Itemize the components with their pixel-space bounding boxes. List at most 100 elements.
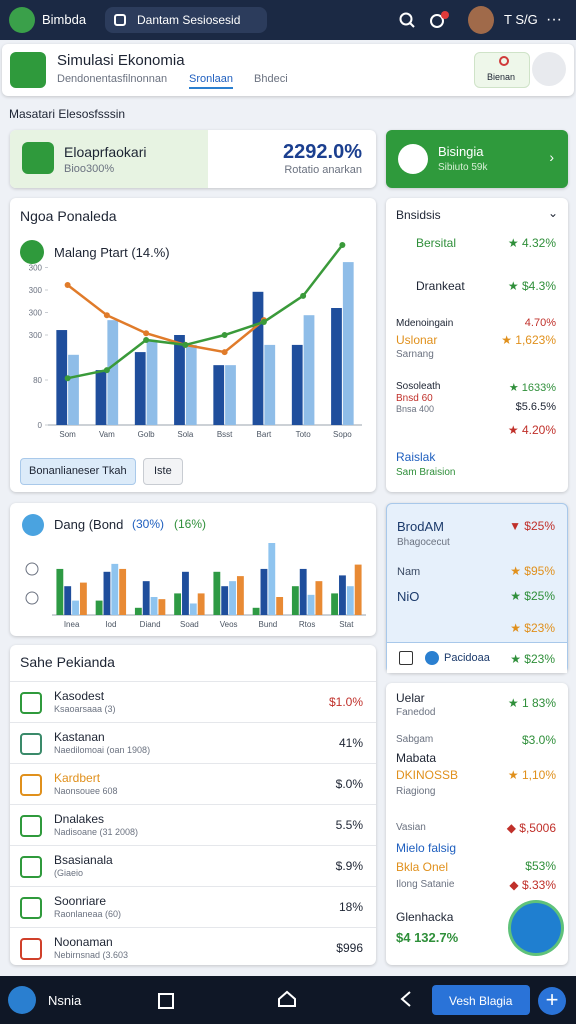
bar bbox=[103, 571, 111, 615]
app-name: Bimbda bbox=[42, 12, 87, 27]
list-note: Riagiong bbox=[396, 786, 436, 797]
search-icon[interactable] bbox=[398, 11, 416, 29]
promo-card[interactable]: Bisingia Sibiuto 59k › bbox=[386, 130, 568, 188]
line-point bbox=[143, 330, 150, 337]
action-button[interactable]: Bienan bbox=[474, 52, 530, 88]
list-value: $53% bbox=[525, 859, 556, 873]
row-value: ★ 4.32% bbox=[507, 236, 556, 250]
recent-button[interactable] bbox=[158, 993, 174, 1009]
tab[interactable]: Bhdeci bbox=[254, 73, 288, 85]
tab[interactable]: Dendonentasfilnonnan bbox=[57, 73, 168, 85]
table-row: Soonriare Raonlaneaa (60) 18% bbox=[10, 886, 376, 927]
focus-value: ★ $23% bbox=[510, 621, 555, 635]
table-row: Kasodest Ksaoarsaaa (3) $1.0% bbox=[10, 681, 376, 722]
focus-label: NiO bbox=[397, 589, 420, 604]
y-tick-label: 300 bbox=[29, 309, 43, 318]
bar bbox=[303, 315, 315, 425]
promo-icon bbox=[398, 144, 428, 174]
bar bbox=[331, 308, 342, 425]
row-icon bbox=[20, 692, 42, 714]
logo[interactable] bbox=[9, 7, 35, 33]
notification-icon[interactable] bbox=[428, 10, 450, 30]
line-point bbox=[339, 242, 346, 248]
row-value: 4.70% bbox=[524, 317, 556, 329]
bar bbox=[119, 568, 127, 615]
insights-card: Bnsidsis ⌄ Bersital ★ 4.32% Drankeat ★ $… bbox=[386, 198, 568, 492]
bottom-nav: Nsnia Vesh Blagia + bbox=[0, 976, 576, 1024]
bar bbox=[174, 593, 182, 615]
home-button[interactable] bbox=[8, 986, 36, 1014]
list-label: Glenhacka bbox=[396, 910, 454, 924]
row-name: Dnalakes bbox=[54, 812, 105, 826]
focus-footer[interactable]: Pacidoaa ★ $23% bbox=[387, 642, 567, 673]
row-label: Drankeat bbox=[416, 279, 465, 293]
more-menu[interactable]: ··· bbox=[546, 11, 562, 28]
chevron[interactable]: ⌄ bbox=[547, 206, 558, 220]
action-label: Bienan bbox=[487, 72, 516, 82]
bar bbox=[150, 597, 158, 615]
checkbox[interactable] bbox=[399, 651, 413, 665]
line-point bbox=[182, 341, 189, 348]
line-point bbox=[64, 282, 71, 289]
x-tick-label: Rtos bbox=[299, 620, 315, 629]
footer-dot bbox=[425, 651, 439, 665]
list-value: ◆ $,5006 bbox=[506, 821, 556, 835]
add-button[interactable]: + bbox=[538, 987, 566, 1015]
line-point bbox=[103, 367, 110, 374]
fab[interactable] bbox=[511, 903, 561, 953]
bar bbox=[213, 571, 221, 615]
row-subtitle: Nebirnsnad (3.603 bbox=[54, 950, 129, 960]
nav-home[interactable] bbox=[277, 990, 297, 1008]
list-value: ◆ $.33% bbox=[509, 878, 556, 892]
bar bbox=[107, 320, 119, 425]
user-avatar[interactable] bbox=[468, 6, 494, 34]
row-value: ★ 4.20% bbox=[507, 423, 556, 437]
x-tick-label: Diand bbox=[140, 620, 161, 629]
row-subtitle: Naonsouee 608 bbox=[54, 786, 118, 796]
line-point bbox=[221, 332, 228, 338]
bar bbox=[134, 607, 142, 615]
chart-button[interactable]: Iste bbox=[143, 458, 183, 485]
line-point bbox=[64, 375, 71, 382]
summary-subtitle: Bioo300% bbox=[64, 163, 115, 175]
list-value: ★ 1 83% bbox=[507, 696, 556, 710]
row-subtitle: Naedilomoai (oan 1908) bbox=[54, 745, 151, 755]
side-list-card: Uelar ★ 1 83% Fanedod Sabgam $3.0% Mabat… bbox=[386, 683, 568, 965]
row-name: Soonriare bbox=[54, 894, 107, 908]
chart-annotation: (16%) bbox=[174, 517, 207, 531]
row-name: Kasodest bbox=[54, 689, 105, 703]
dropdown[interactable]: Dantam Sesiosesid bbox=[105, 7, 267, 33]
tab-active[interactable]: Sronlaan bbox=[189, 74, 234, 89]
footer-value: ★ $23% bbox=[510, 652, 555, 666]
y-tick-label: 300 bbox=[29, 286, 43, 295]
profile-button[interactable] bbox=[532, 52, 566, 86]
bar bbox=[307, 594, 315, 615]
line bbox=[67, 244, 344, 380]
footer-label: Pacidoaa bbox=[444, 652, 490, 664]
focus-value: ★ $25% bbox=[510, 589, 555, 603]
row-subtitle: Nadisoane (31 2008) bbox=[54, 827, 139, 837]
cta-button[interactable]: Vesh Blagia bbox=[432, 985, 530, 1015]
x-tick-label: Soad bbox=[180, 620, 199, 629]
row-value: 18% bbox=[338, 900, 363, 914]
row-label: Uslonar bbox=[396, 333, 438, 347]
row-label: Bnsd 60 bbox=[396, 393, 433, 404]
row-value: 5.5% bbox=[335, 818, 363, 832]
list-label: DKINOSSB bbox=[396, 768, 459, 782]
bar bbox=[225, 365, 236, 425]
list-note: Ilong Satanie bbox=[396, 879, 455, 890]
row-subtitle: Ksaoarsaaa (3) bbox=[54, 704, 116, 714]
list-value: $3.0% bbox=[521, 733, 556, 747]
header-card: Simulasi Ekonomia Dendonentasfilnonnan S… bbox=[2, 44, 574, 96]
x-tick-label: Sopo bbox=[333, 430, 352, 439]
bar bbox=[174, 335, 185, 425]
x-tick-label: Toto bbox=[296, 430, 312, 439]
back-button[interactable] bbox=[398, 990, 416, 1008]
chart-button[interactable]: Bonanlianeser Tkah bbox=[20, 458, 136, 485]
promo-arrow: › bbox=[549, 149, 554, 165]
bar bbox=[56, 568, 64, 615]
y-tick-label: 300 bbox=[29, 264, 43, 273]
top-bar: Bimbda Dantam Sesiosesid T S/G ··· bbox=[0, 0, 576, 40]
list-label: Uelar bbox=[396, 691, 425, 705]
